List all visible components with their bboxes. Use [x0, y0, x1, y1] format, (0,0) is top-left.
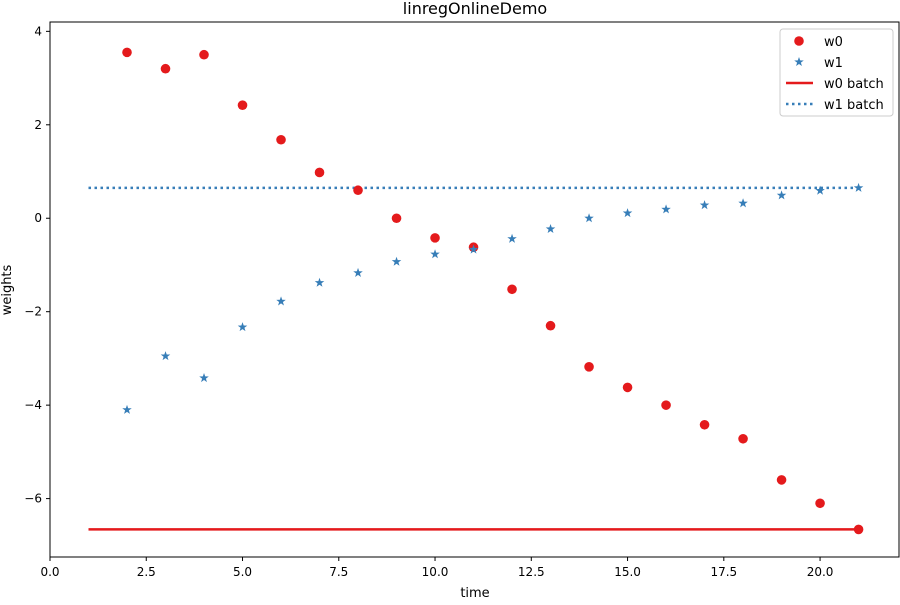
point-w1 [353, 267, 363, 277]
point-w1 [584, 213, 594, 223]
axis-ticks: 0.0 2.5 5.0 7.5 10.0 12.5 15.0 17.5 20.0 4 2 0 −2 −4 −… [24, 24, 833, 579]
point-w1 [545, 223, 556, 234]
chart-title: linregOnlineDemo [403, 0, 547, 18]
point-w1 [237, 322, 248, 332]
point-w1 [160, 351, 171, 361]
legend-marker-w0 [794, 36, 804, 46]
point-w0 [122, 47, 132, 58]
legend-label: w1 [824, 56, 843, 71]
legend-marker-w1 [794, 57, 804, 67]
point-w1 [430, 249, 440, 259]
x-tick-label: 2.5 [137, 565, 156, 579]
point-w0 [314, 167, 325, 178]
point-w0 [776, 475, 787, 485]
point-w1 [815, 185, 825, 195]
y-axis-label: weights [0, 264, 15, 315]
point-w0 [507, 284, 517, 295]
x-tick-label: 10.0 [422, 565, 449, 579]
point-w0 [584, 362, 594, 372]
y-tick-label: −6 [24, 492, 42, 506]
point-w1 [391, 256, 402, 266]
point-w0 [237, 100, 248, 110]
point-w0 [661, 400, 671, 410]
point-w1 [699, 200, 710, 210]
axes-frame [49, 21, 900, 558]
y-tick-label: −4 [24, 398, 42, 412]
point-w0 [391, 213, 402, 224]
point-w0 [853, 524, 864, 535]
x-tick-label: 5.0 [233, 565, 252, 579]
point-w0 [199, 49, 209, 60]
point-w0 [545, 320, 556, 331]
point-w0 [738, 433, 748, 444]
point-w1 [276, 296, 286, 306]
x-axis-label: time [460, 586, 489, 600]
legend-label: w0 [824, 35, 843, 50]
legend: w0 w1 w0 batch w1 batch [779, 28, 894, 117]
x-tick-label: 12.5 [518, 565, 545, 579]
point-w1 [199, 373, 209, 383]
point-w0 [622, 382, 633, 393]
point-w0 [430, 233, 440, 243]
x-tick-label: 15.0 [614, 565, 641, 579]
point-w1 [468, 244, 479, 254]
point-w0 [160, 63, 171, 74]
legend-box [779, 28, 894, 117]
x-tick-label: 20.0 [807, 565, 834, 579]
x-tick-label: 0.0 [40, 565, 59, 579]
point-w1 [738, 198, 748, 208]
plot-area [88, 47, 864, 535]
y-tick-label: 0 [34, 211, 42, 225]
point-w1 [776, 190, 787, 200]
point-w1 [314, 277, 325, 287]
point-w1 [507, 233, 517, 243]
point-w0 [699, 419, 710, 430]
legend-label: w0 batch [824, 77, 884, 92]
y-tick-label: 2 [34, 118, 42, 132]
y-tick-label: −2 [24, 305, 42, 319]
point-w1 [122, 404, 132, 414]
x-tick-label: 17.5 [710, 565, 737, 579]
point-w0 [353, 185, 363, 196]
point-w0 [815, 498, 825, 509]
x-tick-label: 7.5 [329, 565, 348, 579]
legend-label: w1 batch [824, 98, 884, 113]
point-w1 [622, 208, 633, 218]
point-w1 [661, 204, 671, 214]
y-tick-label: 4 [34, 24, 42, 38]
point-w1 [853, 182, 864, 192]
point-w0 [276, 134, 286, 145]
